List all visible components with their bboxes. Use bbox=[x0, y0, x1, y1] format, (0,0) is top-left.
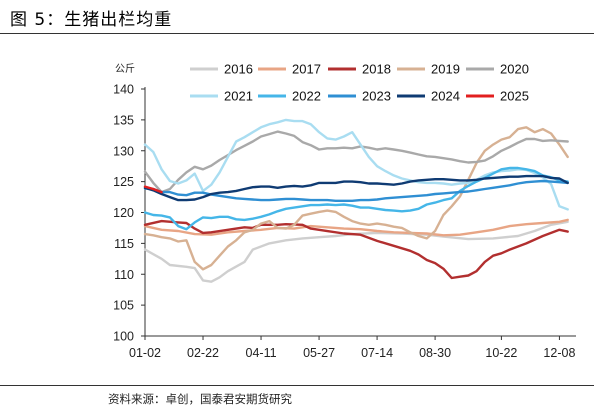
x-tick-label: 08-30 bbox=[419, 346, 451, 360]
x-tick-label: 01-02 bbox=[129, 346, 161, 360]
y-tick-label: 130 bbox=[113, 144, 134, 158]
y-tick-label: 100 bbox=[113, 330, 134, 344]
x-tick-label: 04-11 bbox=[246, 346, 277, 360]
series-line-2016 bbox=[143, 220, 569, 283]
legend-label-2016: 2016 bbox=[224, 62, 253, 77]
x-tick-label: 05-27 bbox=[303, 346, 335, 360]
series-line-2018 bbox=[143, 219, 569, 280]
chart-axes: 公斤 100 105 110 115 120 125 130 135 140 01-02 02-22 0… bbox=[113, 63, 576, 360]
legend-label-2020: 2020 bbox=[500, 62, 529, 77]
x-tick-label: 10-22 bbox=[485, 346, 517, 360]
series-line-2025 bbox=[143, 185, 163, 194]
legend-label-2022: 2022 bbox=[292, 89, 321, 104]
bottom-rule bbox=[0, 385, 594, 386]
legend-label-2023: 2023 bbox=[362, 89, 391, 104]
x-tick-label: 02-22 bbox=[187, 346, 219, 360]
x-tick-label: 12-08 bbox=[543, 346, 575, 360]
series-line-2023 bbox=[143, 179, 569, 202]
y-tick-label: 135 bbox=[113, 113, 134, 127]
chart-legend: 2016 2017 2018 2019 2020 2021 2022 2023 2024 2025 bbox=[190, 62, 529, 104]
x-tick-label: 07-14 bbox=[361, 346, 393, 360]
y-tick-label: 110 bbox=[114, 268, 134, 282]
legend-label-2024: 2024 bbox=[431, 89, 460, 104]
y-tick-label: 115 bbox=[114, 237, 134, 251]
y-tick-label: 125 bbox=[113, 175, 134, 189]
y-tick-label: 140 bbox=[113, 83, 134, 97]
chart-lines bbox=[143, 118, 569, 283]
y-tick-label: 120 bbox=[113, 206, 134, 220]
figure-title: 图 5：生猪出栏均重 bbox=[10, 10, 173, 30]
source-note: 资料来源：卓创，国泰君安期货研究 bbox=[108, 392, 292, 406]
legend-label-2021: 2021 bbox=[224, 89, 253, 104]
series-line-2019 bbox=[143, 126, 569, 271]
legend-label-2018: 2018 bbox=[362, 62, 391, 77]
legend-label-2025: 2025 bbox=[500, 89, 529, 104]
y-tick-label: 105 bbox=[113, 299, 134, 313]
legend-label-2017: 2017 bbox=[292, 62, 321, 77]
series-line-2024 bbox=[143, 174, 569, 202]
series-line-2020 bbox=[143, 130, 569, 194]
top-rule bbox=[0, 33, 594, 34]
series-line-2017 bbox=[143, 218, 569, 237]
legend-label-2019: 2019 bbox=[431, 62, 460, 77]
y-unit-label: 公斤 bbox=[115, 63, 135, 75]
series-line-2022 bbox=[143, 166, 569, 231]
